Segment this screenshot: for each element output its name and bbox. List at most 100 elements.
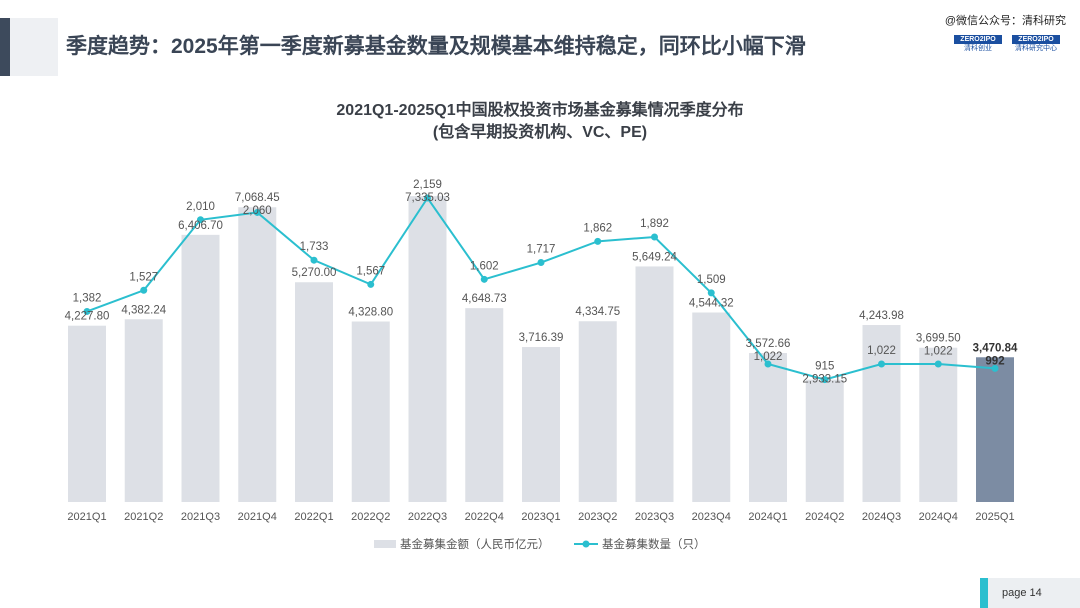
page-indicator: page 14 bbox=[980, 578, 1080, 608]
bar-label-2022Q4: 4,648.73 bbox=[462, 293, 507, 305]
x-tick-2023Q2: 2023Q2 bbox=[578, 511, 617, 523]
point-2022Q2 bbox=[367, 280, 375, 288]
bar-2022Q4 bbox=[465, 308, 504, 502]
point-2024Q4 bbox=[934, 360, 942, 368]
point-2023Q2 bbox=[594, 237, 602, 245]
bar-2023Q1 bbox=[522, 347, 560, 502]
x-tick-2022Q3: 2022Q3 bbox=[408, 511, 447, 523]
line-label-2023Q2: 1,862 bbox=[583, 222, 612, 234]
line-label-2025Q1: 992 bbox=[985, 355, 1004, 367]
bar-label-2021Q4: 7,068.45 bbox=[235, 192, 280, 204]
point-2022Q3 bbox=[424, 194, 431, 202]
x-tick-2022Q1: 2022Q1 bbox=[294, 511, 333, 523]
bar-label-2024Q4: 3,699.50 bbox=[916, 333, 961, 345]
legend-line-marker bbox=[582, 540, 590, 548]
chart-title-text: 2021Q1-2025Q1中国股权投资市场基金募集情况季度分布 bbox=[336, 102, 744, 119]
bar-2021Q1 bbox=[68, 325, 106, 502]
x-tick-2025Q1: 2025Q1 bbox=[975, 511, 1014, 523]
bar-2021Q4 bbox=[238, 207, 277, 502]
bar-label-2023Q4: 4,544.32 bbox=[689, 298, 734, 310]
x-tick-2023Q1: 2023Q1 bbox=[521, 511, 560, 523]
logo-zero2ipo-ventures: ZERO2IPO 清科创业 bbox=[954, 35, 1002, 61]
line-label-2024Q4: 1,022 bbox=[924, 346, 953, 358]
x-tick-2024Q2: 2024Q2 bbox=[805, 511, 844, 523]
bar-label-2023Q2: 4,334.75 bbox=[575, 306, 620, 318]
line-label-2021Q3: 2,010 bbox=[186, 201, 215, 213]
point-2022Q1 bbox=[310, 256, 318, 264]
line-label-2024Q2: 915 bbox=[815, 361, 834, 373]
x-tick-2024Q3: 2024Q3 bbox=[862, 511, 901, 523]
x-tick-2023Q4: 2023Q4 bbox=[692, 511, 731, 523]
bar-label-2022Q2: 4,328.80 bbox=[348, 306, 393, 318]
bar-2023Q4 bbox=[692, 312, 731, 502]
chart-subtitle: (包含早期投资机构、VC、PE) bbox=[432, 124, 648, 141]
bar-2024Q3 bbox=[862, 325, 901, 502]
bar-2025Q1 bbox=[976, 357, 1014, 502]
page-title: 季度趋势：2025年第一季度新募基金数量及规模基本维持稳定，同环比小幅下滑 bbox=[66, 35, 806, 58]
legend-bar-swatch bbox=[374, 540, 396, 548]
bar-2024Q4 bbox=[919, 347, 958, 502]
x-tick-2021Q1: 2021Q1 bbox=[67, 511, 106, 523]
accent-block bbox=[10, 18, 58, 76]
logos: ZERO2IPO 清科创业 ZERO2IPO 清科研究中心 bbox=[954, 35, 1060, 61]
point-2021Q2 bbox=[140, 286, 148, 294]
bar-2024Q2 bbox=[805, 379, 844, 502]
point-2022Q4 bbox=[480, 275, 488, 283]
watermark: @微信公众号：清科研究 bbox=[944, 15, 1066, 27]
point-2024Q3 bbox=[878, 360, 885, 368]
bar-2022Q2 bbox=[351, 321, 390, 502]
line-label-2023Q4: 1,509 bbox=[697, 274, 726, 286]
point-2021Q1 bbox=[83, 307, 91, 315]
line-label-2022Q3: 2,159 bbox=[413, 179, 442, 191]
line-label-2022Q4: 1,602 bbox=[470, 260, 499, 272]
bar-label-2024Q2: 2,933.15 bbox=[802, 374, 847, 386]
x-tick-2024Q4: 2024Q4 bbox=[919, 511, 958, 523]
bar-label-2021Q2: 4,382.24 bbox=[121, 304, 166, 316]
point-2023Q1 bbox=[537, 259, 545, 267]
page-number: page 14 bbox=[1002, 587, 1042, 599]
bar-2021Q3 bbox=[181, 234, 220, 502]
bar-label-2022Q3: 7,335.03 bbox=[405, 192, 450, 204]
point-2024Q2 bbox=[821, 376, 829, 384]
bar-2023Q2 bbox=[578, 321, 617, 502]
line-label-2024Q1: 1,022 bbox=[754, 351, 783, 363]
x-tick-2021Q4: 2021Q4 bbox=[238, 511, 277, 523]
bar-label-2023Q1: 3,716.39 bbox=[519, 332, 564, 344]
x-tick-2021Q3: 2021Q3 bbox=[181, 511, 220, 523]
bar-label-2024Q1: 3,572.66 bbox=[746, 338, 791, 350]
logo-zero2ipo-research: ZERO2IPO 清科研究中心 bbox=[1012, 35, 1060, 61]
x-tick-2021Q2: 2021Q2 bbox=[124, 511, 163, 523]
line-label-2024Q3: 1,022 bbox=[867, 345, 896, 357]
bar-2024Q1 bbox=[749, 353, 787, 502]
bar-2023Q3 bbox=[635, 266, 674, 502]
line-label-2022Q2: 1,567 bbox=[356, 265, 385, 277]
line-label-2021Q2: 1,527 bbox=[129, 271, 158, 283]
line-label-2021Q4: 2,060 bbox=[243, 205, 272, 217]
point-2024Q1 bbox=[764, 360, 772, 368]
line-label-2021Q1: 1,382 bbox=[73, 292, 102, 304]
x-tick-2022Q4: 2022Q4 bbox=[465, 511, 504, 523]
point-2023Q3 bbox=[651, 233, 658, 241]
bar-2022Q3 bbox=[408, 196, 447, 502]
bar-label-2024Q3: 4,243.98 bbox=[859, 310, 904, 322]
accent-bar bbox=[0, 18, 10, 76]
legend-line-label: 基金募集数量（只） bbox=[602, 537, 706, 551]
bar-2022Q1 bbox=[295, 282, 333, 502]
legend-bar-label: 基金募集金额（人民币亿元） bbox=[400, 537, 550, 551]
bar-label-2022Q1: 5,270.00 bbox=[292, 267, 337, 279]
point-2021Q4 bbox=[253, 208, 261, 216]
line-label-2023Q1: 1,717 bbox=[527, 244, 556, 256]
bar-2021Q2 bbox=[124, 319, 163, 502]
x-tick-2022Q2: 2022Q2 bbox=[351, 511, 390, 523]
line-label-2022Q1: 1,733 bbox=[300, 241, 329, 253]
line-label-2023Q3: 1,892 bbox=[640, 218, 669, 230]
point-2023Q4 bbox=[707, 289, 715, 297]
x-tick-2024Q1: 2024Q1 bbox=[748, 511, 787, 523]
bar-label-2021Q3: 6,406.70 bbox=[178, 220, 223, 232]
bar-label-2021Q1: 4,227.80 bbox=[65, 311, 110, 323]
x-tick-2023Q3: 2023Q3 bbox=[635, 511, 674, 523]
point-2021Q3 bbox=[197, 216, 204, 224]
bar-label-2023Q3: 5,649.24 bbox=[632, 251, 677, 263]
point-2025Q1 bbox=[991, 364, 999, 372]
